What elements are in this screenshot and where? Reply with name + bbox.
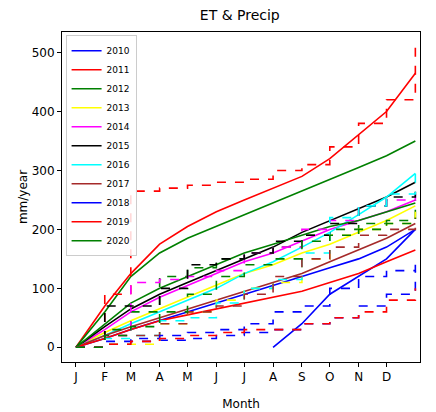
svg-text:J: J — [214, 370, 219, 384]
svg-text:2012: 2012 — [107, 84, 130, 94]
svg-text:2018: 2018 — [107, 198, 130, 208]
svg-text:2013: 2013 — [107, 103, 130, 113]
svg-text:2019: 2019 — [107, 217, 130, 227]
svg-text:O: O — [325, 370, 334, 384]
svg-text:S: S — [298, 370, 306, 384]
svg-text:300: 300 — [32, 164, 55, 178]
svg-text:2014: 2014 — [107, 122, 130, 132]
svg-text:2015: 2015 — [107, 141, 130, 151]
svg-text:M: M — [182, 370, 192, 384]
svg-text:2020: 2020 — [107, 236, 130, 246]
svg-text:2016: 2016 — [107, 160, 130, 170]
svg-text:D: D — [382, 370, 391, 384]
svg-text:2011: 2011 — [107, 65, 130, 75]
svg-text:2017: 2017 — [107, 179, 130, 189]
svg-text:200: 200 — [32, 223, 55, 237]
svg-text:N: N — [354, 370, 363, 384]
svg-text:400: 400 — [32, 105, 55, 119]
svg-text:Month: Month — [222, 397, 260, 411]
svg-text:M: M — [126, 370, 136, 384]
svg-text:J: J — [241, 370, 246, 384]
svg-text:A: A — [269, 370, 278, 384]
svg-text:100: 100 — [32, 282, 55, 296]
svg-text:F: F — [101, 370, 108, 384]
svg-text:0: 0 — [47, 340, 55, 354]
svg-text:A: A — [156, 370, 165, 384]
svg-text:2010: 2010 — [107, 46, 130, 56]
svg-text:J: J — [73, 370, 78, 384]
svg-text:500: 500 — [32, 46, 55, 60]
svg-text:ET & Precip: ET & Precip — [200, 7, 280, 23]
svg-text:mm/year: mm/year — [16, 170, 30, 224]
